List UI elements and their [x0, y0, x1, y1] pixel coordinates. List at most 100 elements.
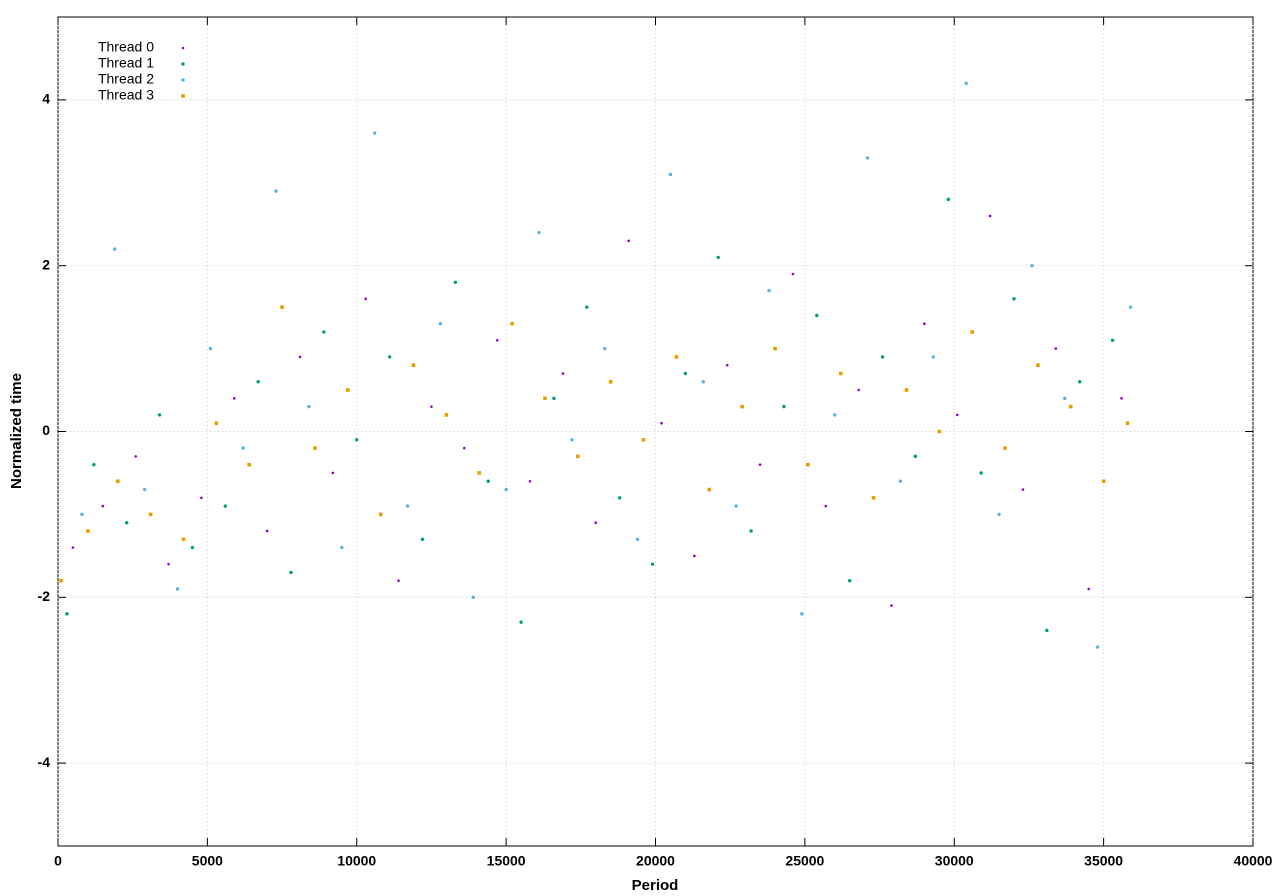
point — [340, 545, 344, 550]
point — [537, 230, 541, 235]
point — [627, 239, 630, 243]
point — [115, 479, 120, 484]
point — [495, 339, 499, 342]
point — [223, 504, 227, 508]
point — [773, 346, 777, 351]
point — [519, 620, 523, 624]
legend-label: Thread 1 — [98, 55, 154, 71]
point — [1078, 380, 1082, 384]
point — [364, 297, 368, 301]
point — [937, 429, 942, 434]
point — [740, 404, 744, 409]
point — [486, 479, 490, 483]
x-tick-label: 25000 — [785, 853, 824, 869]
point — [289, 570, 293, 575]
point — [997, 512, 1001, 517]
x-tick-label: 35000 — [1084, 853, 1123, 869]
point — [134, 455, 137, 458]
x-axis-label: Period — [632, 877, 679, 894]
point — [716, 255, 720, 260]
point — [322, 330, 326, 334]
point — [1012, 297, 1016, 301]
point — [438, 322, 443, 326]
point — [668, 172, 673, 177]
point — [782, 404, 786, 409]
point — [660, 421, 663, 425]
legend-marker — [181, 46, 185, 50]
point — [570, 438, 574, 442]
point — [1128, 305, 1133, 309]
point — [471, 595, 475, 599]
point — [693, 554, 696, 558]
point — [806, 462, 810, 467]
legend-label: Thread 3 — [98, 87, 154, 103]
point — [504, 487, 508, 492]
point — [931, 355, 936, 359]
point — [815, 313, 819, 318]
point — [298, 355, 302, 359]
point — [1003, 446, 1007, 450]
point — [430, 405, 433, 408]
point — [92, 462, 96, 467]
point — [1095, 645, 1100, 649]
point — [857, 388, 860, 392]
point — [800, 612, 804, 616]
point — [157, 413, 162, 417]
point — [1036, 363, 1040, 367]
point — [113, 247, 117, 251]
point — [833, 413, 837, 417]
point — [80, 512, 84, 517]
point — [214, 421, 219, 426]
x-tick-label: 15000 — [487, 853, 526, 869]
point — [175, 587, 180, 591]
point — [59, 578, 63, 583]
legend-marker — [181, 94, 185, 98]
point — [674, 355, 679, 359]
point — [65, 612, 69, 616]
point — [453, 280, 458, 284]
y-tick-label: 0 — [42, 422, 50, 438]
point — [890, 604, 893, 607]
point — [125, 520, 129, 525]
point — [585, 305, 589, 309]
point — [345, 388, 350, 392]
point — [1068, 404, 1073, 409]
point — [1063, 396, 1067, 401]
point — [1087, 587, 1090, 591]
point — [190, 545, 195, 550]
point — [411, 363, 416, 367]
point — [101, 504, 105, 508]
y-tick-label: -4 — [38, 754, 51, 770]
y-tick-label: -2 — [38, 588, 51, 604]
point — [641, 437, 646, 442]
point — [167, 562, 170, 566]
point — [420, 537, 425, 541]
point — [142, 487, 147, 492]
point — [372, 131, 377, 135]
point — [791, 272, 795, 276]
x-tick-label: 20000 — [636, 853, 675, 869]
point — [355, 438, 359, 442]
x-tick-label: 10000 — [337, 853, 376, 869]
point — [313, 446, 317, 450]
point — [247, 462, 251, 467]
point — [256, 380, 260, 384]
point — [964, 81, 968, 86]
point — [707, 487, 712, 492]
point — [650, 562, 655, 566]
point — [280, 305, 284, 309]
point — [208, 346, 213, 351]
point — [181, 537, 186, 542]
x-tick-label: 0 — [54, 853, 62, 869]
point — [510, 321, 514, 326]
point — [552, 396, 556, 401]
point — [617, 496, 622, 500]
point — [635, 537, 640, 541]
point — [824, 504, 828, 508]
point — [148, 512, 153, 517]
point — [307, 404, 311, 409]
legend-marker — [181, 78, 185, 82]
point — [477, 471, 482, 475]
point — [265, 529, 269, 533]
